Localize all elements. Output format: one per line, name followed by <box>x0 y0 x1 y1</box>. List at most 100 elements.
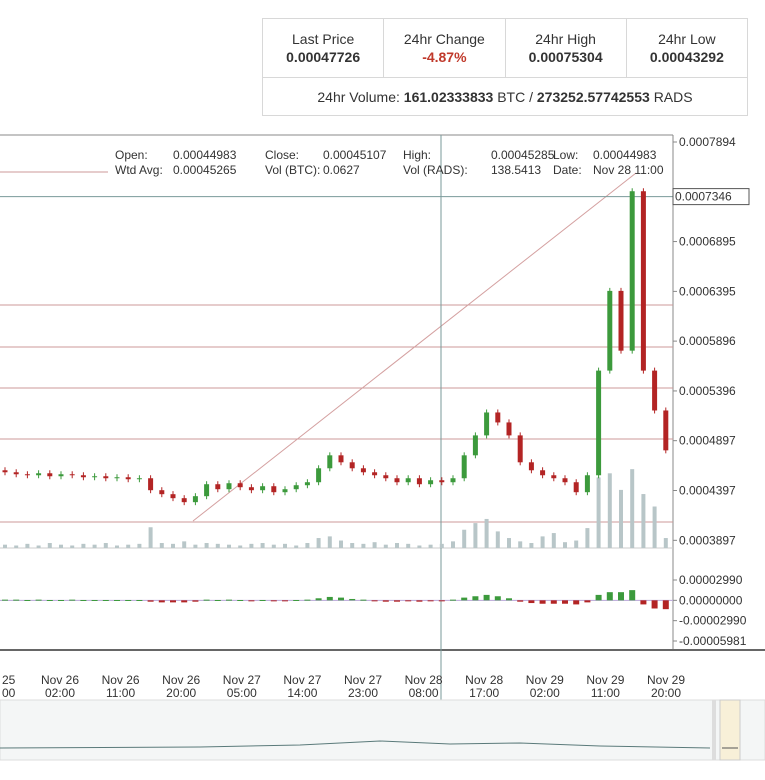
macd-bar <box>282 600 288 602</box>
volume-bar <box>148 527 153 548</box>
info-label: Close: <box>265 148 300 162</box>
macd-bar <box>472 596 479 601</box>
macd-bar <box>550 600 557 604</box>
volume-bar <box>596 477 601 548</box>
macd-bar <box>192 600 199 602</box>
volume-bar <box>260 543 265 548</box>
x-tick-time: 17:00 <box>469 686 499 700</box>
volume-bar <box>3 544 7 548</box>
x-tick-time: 00 <box>2 686 16 700</box>
candle <box>562 478 568 483</box>
x-tick-date: Nov 28 <box>405 673 443 687</box>
volume-bar <box>439 543 444 548</box>
stat-value: -4.87% <box>422 49 467 65</box>
macd-bar <box>349 598 356 601</box>
candle <box>652 370 658 411</box>
macd-bar <box>360 599 367 601</box>
candle <box>170 494 176 499</box>
macd-bar <box>371 600 378 602</box>
volume-bar <box>361 543 366 548</box>
volume-bar <box>92 544 97 548</box>
candle <box>596 370 602 476</box>
volume-bar <box>462 529 467 548</box>
info-value: 0.0627 <box>323 163 360 177</box>
macd-bar <box>618 592 624 601</box>
x-tick-time: 05:00 <box>227 686 257 700</box>
volume-bar <box>350 543 355 548</box>
x-tick-time: 23:00 <box>348 686 378 700</box>
volume-bar <box>663 538 668 548</box>
macd-bar <box>315 598 322 601</box>
candle <box>304 482 310 486</box>
macd-bar <box>629 590 636 601</box>
stat-value: 0.00075304 <box>528 49 603 65</box>
candle <box>204 484 210 497</box>
candle <box>383 475 389 479</box>
y-tick-label: 0.0003897 <box>679 533 736 547</box>
candle <box>495 412 501 423</box>
macd-bar <box>382 600 389 602</box>
volume-bar <box>271 544 276 548</box>
macd-bar <box>595 594 602 601</box>
macd-bar <box>338 597 344 601</box>
stats-row: Last Price 0.00047726 24hr Change -4.87% 24h… <box>263 19 747 78</box>
candle <box>125 477 131 480</box>
volume-bar <box>137 543 142 548</box>
volume-rads-unit: RADS <box>653 89 693 105</box>
candle <box>237 483 243 488</box>
info-box: Open: 0.00044983 Close: 0.00045107 High: 0.00… <box>115 148 683 177</box>
info-label: Low: <box>553 148 579 162</box>
candle <box>80 475 86 478</box>
x-tick-date: Nov 29 <box>526 673 564 687</box>
navigator <box>0 699 765 761</box>
volume-btc: 161.02333833 <box>403 89 494 105</box>
candle <box>551 475 557 479</box>
macd-bar <box>114 599 120 601</box>
volume-rads: 273252.57742553 <box>536 89 650 105</box>
volume-bar <box>551 533 556 548</box>
stats-panel: Last Price 0.00047726 24hr Change -4.87% 24h… <box>262 18 748 116</box>
macd-bar <box>248 600 255 602</box>
macd-bar <box>181 600 188 603</box>
volume-bar <box>540 536 545 548</box>
volume-bar <box>484 518 489 548</box>
x-tick-date: Nov 29 <box>586 673 624 687</box>
candle <box>528 462 534 471</box>
navigator-line <box>0 740 711 749</box>
macd-bar <box>35 599 42 601</box>
macd-bar <box>125 599 132 601</box>
candle <box>416 478 422 485</box>
candle <box>372 472 378 476</box>
info-label: Wtd Avg: <box>115 163 163 177</box>
stat-value: 0.00047726 <box>286 49 361 65</box>
stat-cell: Last Price 0.00047726 <box>263 19 385 77</box>
macd-bar <box>158 600 165 603</box>
macd-bar <box>494 596 501 601</box>
volume-bar <box>495 531 500 548</box>
volume-bar <box>327 536 332 548</box>
macd-bar <box>46 599 53 601</box>
y-tick-label: 0.0006395 <box>679 284 736 298</box>
y-tick-label: 0.0005896 <box>679 334 736 348</box>
stat-label: 24hr High <box>535 31 596 47</box>
macd-bar <box>483 594 490 601</box>
macd-bar <box>2 599 8 601</box>
candle <box>316 468 322 483</box>
volume-bar <box>383 544 388 548</box>
macd-bar <box>662 600 669 610</box>
volume-bar <box>103 543 108 548</box>
crosshair-label: 0.0007346 <box>675 190 732 204</box>
navigator-handle[interactable] <box>712 700 716 760</box>
macd-bar <box>394 600 400 602</box>
macd-bar <box>461 597 468 601</box>
info-value: Nov 28 11:00 <box>593 163 664 177</box>
candle <box>360 468 366 473</box>
navigator-window[interactable] <box>719 699 741 761</box>
y-tick-label: 0.0007894 <box>679 135 736 149</box>
volume-bar <box>451 541 455 548</box>
macd-tick-label: 0.00002990 <box>679 573 743 587</box>
candle <box>215 484 221 490</box>
volume-btc-unit: BTC / <box>497 89 533 105</box>
volume-bar <box>507 538 511 548</box>
